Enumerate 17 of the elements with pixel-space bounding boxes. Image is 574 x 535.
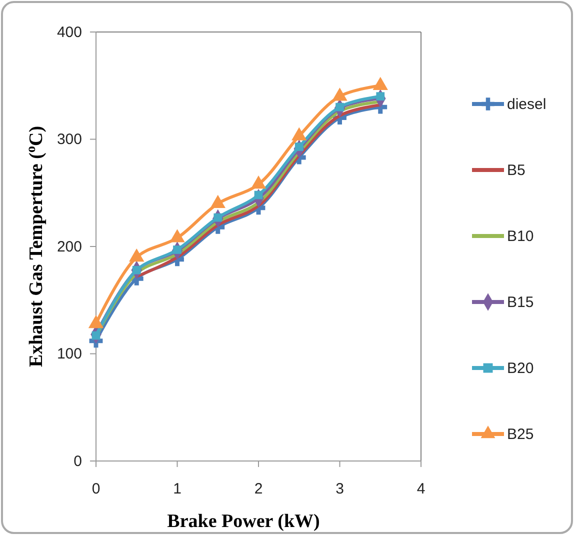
y-tick-label: 300: [56, 131, 82, 148]
legend-label: B25: [507, 426, 534, 443]
x-axis-title: Brake Power (kW): [167, 511, 320, 532]
legend-label: diesel: [507, 96, 546, 113]
legend-label: B20: [507, 360, 534, 377]
x-tick-label: 3: [336, 480, 344, 498]
legend-label: B5: [507, 162, 526, 179]
y-tick-label: 400: [56, 24, 82, 41]
x-tick-label: 0: [92, 480, 100, 498]
legend-label: B15: [507, 294, 534, 311]
y-tick-label: 200: [56, 238, 82, 256]
y-tick-label: 100: [56, 346, 82, 363]
x-tick-label: 4: [416, 480, 426, 498]
x-tick-label: 2: [254, 480, 263, 498]
x-tick-label: 1: [173, 480, 182, 498]
legend-label: B10: [507, 228, 534, 245]
y-tick-label: 0: [74, 452, 82, 470]
